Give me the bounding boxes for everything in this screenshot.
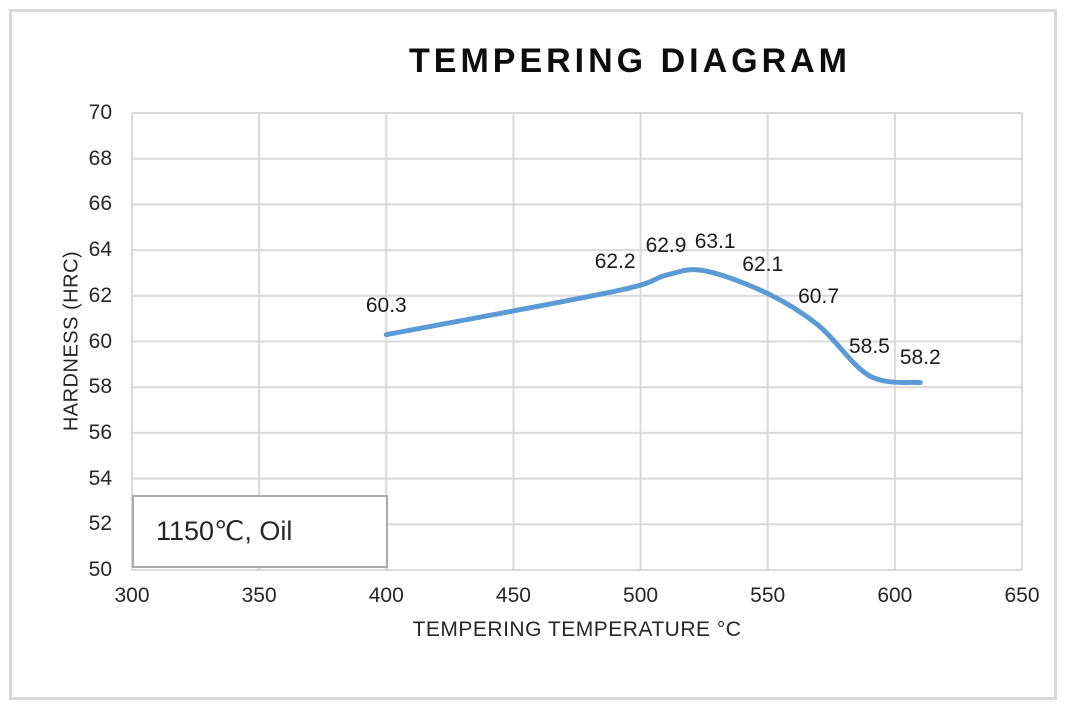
x-axis-title: TEMPERING TEMPERATURE °C xyxy=(412,618,742,641)
x-tick-label: 550 xyxy=(750,584,786,607)
y-tick-label: 54 xyxy=(88,466,112,490)
series-line-hardness xyxy=(383,267,923,386)
y-axis-title: HARDNESS (HRC) xyxy=(60,250,83,432)
y-tick-label: 62 xyxy=(88,283,112,307)
data-label: 60.7 xyxy=(798,284,839,308)
y-tick-label: 68 xyxy=(88,146,112,170)
x-tick-label: 500 xyxy=(623,584,659,607)
y-tick-label: 70 xyxy=(88,101,112,124)
x-tick-label: 650 xyxy=(1004,584,1040,607)
x-tick-label: 300 xyxy=(114,584,150,607)
x-tick-label: 450 xyxy=(495,584,531,607)
data-label: 62.1 xyxy=(742,252,784,276)
chart-title: TEMPERING DIAGRAM xyxy=(409,42,851,80)
y-tick-label: 66 xyxy=(88,192,112,216)
y-tick-label: 52 xyxy=(88,512,112,536)
x-tick-label: 400 xyxy=(368,584,404,607)
y-tick-label: 50 xyxy=(88,558,112,581)
data-label: 58.2 xyxy=(899,345,941,369)
y-tick-label: 64 xyxy=(88,238,112,262)
chart-frame xyxy=(9,9,1057,700)
data-label: 62.2 xyxy=(594,250,636,274)
x-tick-label: 600 xyxy=(877,584,913,607)
data-label: 63.1 xyxy=(694,229,736,253)
legend-label: 1150℃, Oil xyxy=(156,516,293,546)
y-tick-label: 58 xyxy=(88,375,112,399)
x-tick-label: 350 xyxy=(241,584,277,607)
y-tick-label: 56 xyxy=(88,420,112,444)
y-tick-label: 60 xyxy=(88,329,112,353)
legend-box: 1150℃, Oil xyxy=(132,495,388,568)
data-label: 58.5 xyxy=(848,334,890,358)
data-label: 60.3 xyxy=(365,293,407,317)
data-label: 62.9 xyxy=(645,234,687,258)
